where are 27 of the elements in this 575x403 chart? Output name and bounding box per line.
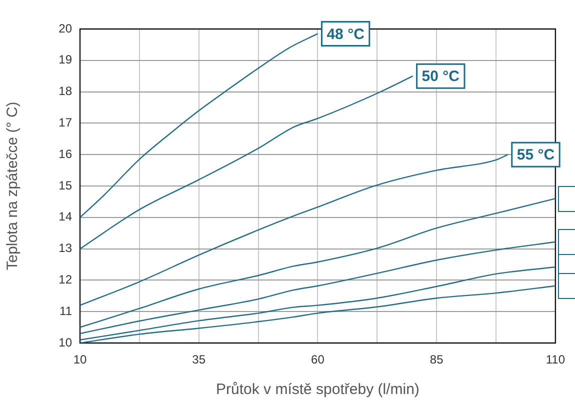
series-label: 55 °C [516,146,555,164]
x-tick-label: 60 [311,352,325,367]
y-tick-label: 12 [58,272,72,287]
x-tick-label: 110 [546,352,566,367]
y-tick-label: 11 [60,304,72,318]
line-series [80,266,556,340]
y-tick-label: 16 [58,146,72,161]
x-tick-label: 10 [73,352,87,367]
y-tick-label: 18 [58,84,72,98]
y-tick-label: 17 [58,116,72,130]
x-axis-title: Průtok v místě spotřeby (l/min) [216,381,420,398]
line-series [80,198,556,328]
y-tick-label: 20 [58,21,72,36]
y-tick-label: 13 [58,241,72,256]
series-label: 48 °C [326,26,365,43]
line-series [80,76,414,250]
x-tick-label: 35 [192,352,206,367]
y-tick-label: 19 [58,52,72,67]
line-series [80,241,556,334]
x-tick-label: 85 [430,352,444,367]
line-series [80,33,318,218]
y-tick-label: 15 [58,178,72,192]
y-axis-title: Teplota na zpátečce (° C) [4,102,22,270]
line-series [80,154,508,306]
y-tick-label: 10 [58,335,72,350]
series-label: 50 °C [422,68,460,86]
y-tick-label: 14 [58,210,72,224]
